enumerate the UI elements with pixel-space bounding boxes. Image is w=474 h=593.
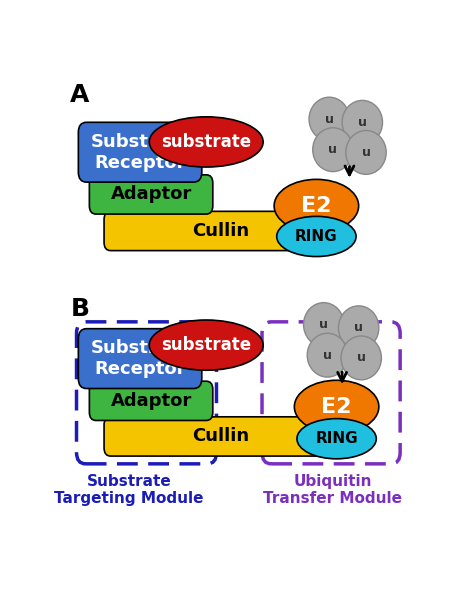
- FancyBboxPatch shape: [78, 329, 202, 388]
- Ellipse shape: [313, 127, 353, 171]
- Text: Adaptor: Adaptor: [110, 392, 191, 410]
- Text: substrate: substrate: [161, 133, 251, 151]
- FancyBboxPatch shape: [90, 175, 213, 214]
- Text: u: u: [323, 349, 332, 362]
- Text: E2: E2: [301, 196, 332, 216]
- Text: B: B: [70, 297, 89, 321]
- Ellipse shape: [341, 336, 382, 380]
- Text: u: u: [362, 146, 370, 159]
- FancyBboxPatch shape: [104, 211, 337, 251]
- Ellipse shape: [346, 130, 386, 174]
- Ellipse shape: [342, 100, 383, 144]
- Text: u: u: [357, 352, 365, 365]
- Text: RING: RING: [315, 431, 358, 446]
- FancyBboxPatch shape: [78, 122, 202, 182]
- FancyBboxPatch shape: [104, 417, 337, 456]
- Text: Cullin: Cullin: [192, 222, 249, 240]
- Ellipse shape: [297, 419, 376, 459]
- Text: Ubiquitin
Transfer Module: Ubiquitin Transfer Module: [264, 474, 402, 506]
- Ellipse shape: [309, 97, 349, 141]
- Ellipse shape: [338, 306, 379, 350]
- Text: u: u: [325, 113, 334, 126]
- Ellipse shape: [307, 333, 347, 377]
- Ellipse shape: [294, 380, 379, 433]
- Text: substrate: substrate: [161, 336, 251, 354]
- Text: Substrate
Targeting Module: Substrate Targeting Module: [55, 474, 204, 506]
- Text: A: A: [70, 82, 90, 107]
- Text: E2: E2: [321, 397, 352, 417]
- Ellipse shape: [277, 216, 356, 257]
- Text: u: u: [354, 321, 363, 334]
- Ellipse shape: [274, 179, 359, 232]
- Ellipse shape: [303, 302, 344, 346]
- Text: u: u: [358, 116, 367, 129]
- Text: u: u: [319, 318, 328, 331]
- Text: Substrate
Receptor: Substrate Receptor: [90, 339, 190, 378]
- Text: RING: RING: [295, 229, 337, 244]
- Text: u: u: [328, 143, 337, 156]
- FancyBboxPatch shape: [90, 381, 213, 420]
- Ellipse shape: [149, 320, 263, 370]
- Text: Adaptor: Adaptor: [110, 186, 191, 203]
- Ellipse shape: [149, 117, 263, 167]
- Text: Cullin: Cullin: [192, 428, 249, 445]
- Text: Substrate
Receptor: Substrate Receptor: [90, 133, 190, 171]
